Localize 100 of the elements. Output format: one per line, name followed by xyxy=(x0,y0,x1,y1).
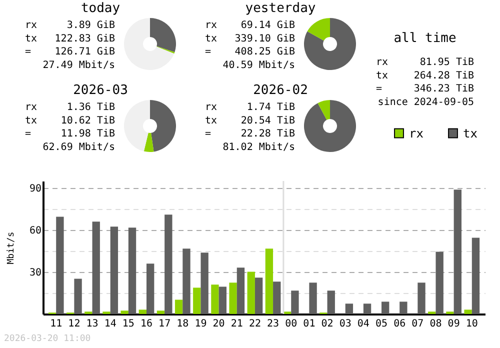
bar xyxy=(229,282,237,314)
bar xyxy=(400,302,408,314)
bar xyxy=(291,290,299,314)
bar xyxy=(454,190,462,314)
donut-slice xyxy=(304,18,356,70)
y-tick-label: 30 xyxy=(29,268,42,278)
y-axis-title: Mbit/s xyxy=(6,232,16,264)
x-tick-label: 08 xyxy=(430,318,442,330)
bar xyxy=(273,282,281,314)
text: rx 81.95 TiB xyxy=(376,56,474,68)
bar xyxy=(110,226,118,314)
donut-slice xyxy=(150,18,176,52)
text: = 126.71 GiB xyxy=(25,46,115,58)
bar xyxy=(211,284,219,314)
x-tick-label: 11 xyxy=(50,318,62,330)
bar xyxy=(174,300,183,314)
text: 27.49 Mbit/s xyxy=(42,60,115,71)
x-tick-label: 23 xyxy=(267,318,280,330)
donut-slice xyxy=(156,46,175,54)
text: since 2024-09-05 xyxy=(378,96,474,108)
donut-slice xyxy=(318,100,330,120)
x-tick-label: 10 xyxy=(466,318,478,330)
bar xyxy=(193,288,201,314)
legend-label: rx xyxy=(409,126,424,140)
text: = 22.28 TiB xyxy=(205,128,295,140)
donut-slice xyxy=(124,100,150,152)
bar xyxy=(74,278,82,314)
x-tick-label: 09 xyxy=(448,318,460,330)
bar xyxy=(164,214,172,314)
x-tick-label: 19 xyxy=(194,318,207,330)
bar xyxy=(254,278,263,314)
text: 2026-03-20 11:00 xyxy=(4,334,91,344)
text: rx 1.36 TiB xyxy=(25,102,115,113)
text: tx 264.28 TiB xyxy=(376,70,474,82)
text: tx 122.83 GiB xyxy=(25,33,115,44)
bar xyxy=(236,268,245,314)
text: all time xyxy=(394,31,456,46)
x-tick-label: 00 xyxy=(285,318,298,330)
text: = 11.98 TiB xyxy=(25,128,115,140)
bar xyxy=(436,252,444,314)
chart-title: 2026-03 xyxy=(73,83,128,98)
bar xyxy=(156,310,165,314)
donut-slice xyxy=(304,100,356,152)
chart-title: yesterday xyxy=(245,1,316,16)
bar xyxy=(200,252,208,314)
legend-label: tx xyxy=(463,126,478,140)
text: tx 20.54 TiB xyxy=(205,115,295,126)
x-tick-label: 06 xyxy=(394,318,406,330)
x-tick-label: 02 xyxy=(321,318,334,330)
bar xyxy=(363,304,372,314)
x-tick-label: 18 xyxy=(176,318,189,330)
x-tick-label: 13 xyxy=(86,318,98,330)
bar xyxy=(327,290,335,314)
donut-slice xyxy=(124,18,174,70)
bar xyxy=(247,272,255,314)
bar xyxy=(472,238,480,314)
bar xyxy=(138,310,146,314)
donut-slice xyxy=(150,100,176,152)
bar xyxy=(92,222,100,314)
chart-title: 2026-02 xyxy=(253,83,308,98)
donut-slice xyxy=(307,18,330,41)
bar xyxy=(56,216,64,314)
bar xyxy=(218,286,226,314)
x-tick-label: 22 xyxy=(248,318,261,330)
bar xyxy=(265,248,274,314)
x-tick-label: 04 xyxy=(357,318,370,330)
x-tick-label: 12 xyxy=(68,318,80,330)
text: = 346.23 TiB xyxy=(376,84,474,95)
bar xyxy=(182,248,190,314)
text: 81.02 Mbit/s xyxy=(222,142,295,153)
x-tick-label: 20 xyxy=(212,318,225,330)
text: 62.69 Mbit/s xyxy=(42,142,115,153)
donut-slice xyxy=(144,132,154,152)
bar xyxy=(309,282,317,314)
x-tick-label: 03 xyxy=(339,318,352,330)
x-tick-label: 14 xyxy=(104,318,116,330)
text: rx 3.89 GiB xyxy=(25,20,115,31)
x-tick-label: 07 xyxy=(412,318,424,330)
x-tick-label: 21 xyxy=(230,318,243,330)
text: 40.59 Mbit/s xyxy=(222,60,295,71)
x-tick-label: 16 xyxy=(140,318,153,330)
bar xyxy=(120,310,128,314)
bar xyxy=(418,282,426,314)
x-tick-label: 17 xyxy=(158,318,171,330)
text: rx 1.74 TiB xyxy=(205,102,295,113)
y-tick-label: 60 xyxy=(29,226,42,236)
bar xyxy=(128,228,136,314)
x-tick-label: 05 xyxy=(375,318,388,330)
y-tick-label: 90 xyxy=(29,184,42,194)
bar xyxy=(146,264,154,314)
x-tick-label: 15 xyxy=(122,318,134,330)
text: tx 10.62 TiB xyxy=(25,115,115,126)
text: tx 339.10 GiB xyxy=(205,33,295,44)
bar xyxy=(345,304,354,314)
chart-title: today xyxy=(80,1,120,16)
bar xyxy=(382,302,390,314)
bar xyxy=(464,310,472,314)
text: rx 69.14 GiB xyxy=(205,20,295,31)
text: = 408.25 GiB xyxy=(205,46,295,58)
x-tick-label: 01 xyxy=(303,318,316,330)
